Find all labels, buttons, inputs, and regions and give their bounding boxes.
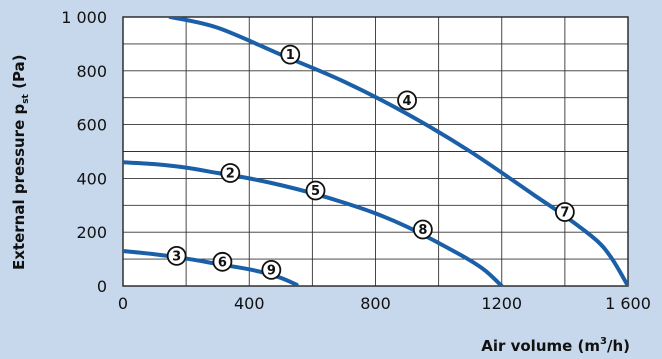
curve-1: [168, 17, 628, 286]
marker-circle: [220, 163, 241, 183]
marker-label: 5: [311, 184, 320, 199]
marker-label: 3: [172, 249, 181, 264]
marker-circle: [397, 90, 417, 111]
y-tick-labels: 0 200 400 600 800 1 000: [61, 8, 107, 296]
curve-marker-4: 4: [397, 90, 417, 111]
curve-marker-1: 1: [280, 44, 301, 65]
marker-circle: [412, 219, 433, 240]
marker-label: 4: [403, 94, 412, 109]
curve-marker-2: 2: [220, 163, 241, 183]
markers: 1 4 7 2 5 8 3 6 9: [166, 44, 575, 280]
x-tick-label: 1200: [481, 294, 522, 313]
x-tick-labels: 0 400 800 1200 1 600: [118, 294, 651, 313]
x-tick-label: 1 600: [605, 294, 651, 313]
marker-circle: [280, 44, 301, 65]
marker-circle: [212, 251, 233, 272]
x-tick-label: 400: [234, 294, 265, 313]
x-axis-title: Air volume (m3/h): [481, 336, 630, 355]
curve-marker-9: 9: [261, 259, 282, 280]
marker-circle: [305, 180, 326, 201]
y-axis-title: External pressure pst (Pa): [10, 54, 31, 270]
y-tick-label: 800: [76, 62, 107, 81]
y-tick-label: 1 000: [61, 8, 107, 27]
marker-label: 6: [218, 255, 227, 270]
x-tick-label: 800: [360, 294, 391, 313]
marker-label: 2: [226, 167, 235, 182]
marker-circle: [166, 245, 187, 266]
marker-label: 7: [560, 206, 569, 221]
curve-marker-7: 7: [554, 202, 575, 222]
y-tick-label: 0: [97, 277, 107, 296]
curves: [123, 17, 628, 286]
curve-marker-8: 8: [412, 219, 433, 240]
curve-marker-3: 3: [166, 245, 187, 266]
plot-frame: [122, 16, 629, 287]
curve-marker-5: 5: [305, 180, 326, 201]
y-tick-label: 200: [76, 223, 107, 242]
curve-2: [123, 160, 504, 286]
marker-label: 8: [418, 223, 427, 238]
marker-circle: [554, 202, 575, 222]
y-tick-label: 600: [76, 116, 107, 135]
marker-circle: [261, 259, 282, 280]
marker-label: 9: [267, 263, 276, 278]
marker-label: 1: [286, 48, 295, 63]
curve-marker-6: 6: [212, 251, 233, 272]
y-tick-label: 400: [76, 169, 107, 188]
x-tick-label: 0: [118, 294, 128, 313]
curve-3: [123, 249, 299, 286]
